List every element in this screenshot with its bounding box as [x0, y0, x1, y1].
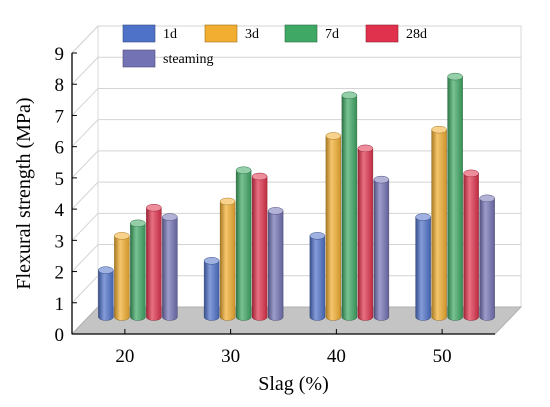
legend-swatch [284, 24, 318, 43]
y-tick-label: 5 [55, 169, 65, 190]
legend-swatch [204, 24, 238, 43]
legend-swatch [122, 24, 156, 43]
legend-swatch [365, 24, 399, 43]
y-tick-label: 9 [55, 44, 65, 65]
x-tick-label: 50 [433, 346, 452, 367]
bars [98, 72, 495, 321]
bar-50-28d [463, 169, 479, 321]
x-tick-label: 20 [115, 346, 134, 367]
bar-40-3d [325, 132, 342, 321]
legend: 1d 3d 7d 28d steaming [122, 24, 427, 68]
legend-label: 3d [245, 27, 259, 42]
legend-item-28d: 28d [365, 24, 427, 43]
legend-label: 7d [325, 27, 339, 42]
legend-item-steaming: steaming [122, 49, 214, 68]
x-tick-label: 30 [221, 346, 240, 367]
bar-20-7d [130, 219, 146, 321]
bar-20-3d [114, 232, 130, 321]
bar-40-1d [309, 232, 326, 321]
bar-50-steaming [479, 194, 495, 321]
y-tick-label: 1 [55, 294, 65, 315]
y-tick-label: 4 [55, 200, 65, 221]
x-tick-label: 40 [327, 346, 346, 367]
y-tick-label: 8 [55, 75, 65, 96]
bar-30-steaming [267, 207, 284, 321]
legend-item-1d: 1d [122, 24, 177, 43]
bar-20-1d [98, 266, 114, 321]
legend-label: 1d [163, 27, 177, 42]
legend-label: steaming [163, 52, 214, 67]
grid-line [71, 56, 521, 85]
y-axis-title: Flexural strength (MPa) [13, 97, 35, 289]
bar-40-28d [357, 144, 374, 321]
bar-30-1d [203, 257, 220, 321]
bar-50-7d [447, 72, 463, 321]
y-tick-label: 6 [55, 138, 65, 159]
grid-line [71, 87, 521, 116]
bar-20-steaming [162, 213, 178, 321]
bar-40-7d [341, 91, 358, 321]
bar-30-28d [251, 172, 268, 321]
legend-item-7d: 7d [284, 24, 339, 43]
y-tick-label: 2 [55, 263, 65, 284]
legend-label: 28d [406, 27, 427, 42]
axes: 0 1 2 3 4 5 6 7 8 9 20 30 40 50 [55, 44, 495, 367]
grid-line [71, 150, 521, 179]
side-wall [71, 24, 99, 336]
bar-30-7d [235, 166, 252, 321]
legend-swatch [122, 49, 156, 68]
bar-50-1d [415, 213, 431, 321]
bar-40-steaming [373, 175, 390, 321]
legend-item-3d: 3d [204, 24, 259, 43]
bar-50-3d [431, 125, 447, 321]
y-tick-label: 3 [55, 231, 65, 252]
bar-30-3d [219, 197, 236, 321]
grid-line [71, 119, 521, 148]
y-tick-label: 0 [55, 325, 65, 346]
bar-20-28d [146, 203, 162, 321]
x-axis-title: Slag (%) [258, 373, 329, 395]
y-tick-label: 7 [55, 106, 65, 127]
